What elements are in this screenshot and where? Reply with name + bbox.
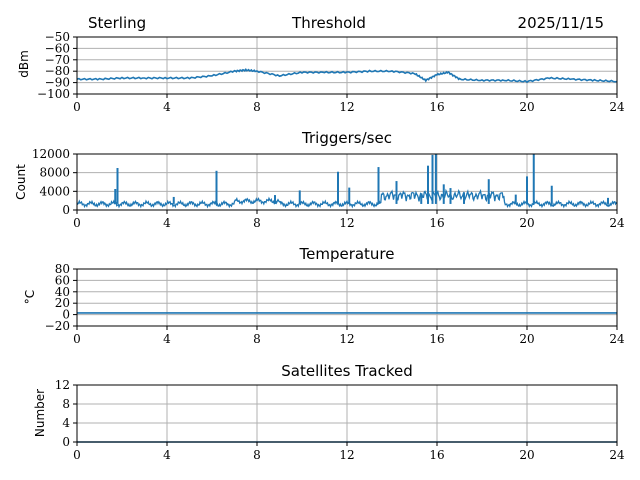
triggers-line xyxy=(76,188,618,209)
y-tick-label: 0 xyxy=(62,203,70,217)
x-tick-label: 0 xyxy=(73,100,81,114)
x-tick-label: 16 xyxy=(429,100,444,114)
x-tick-label: 0 xyxy=(73,448,81,462)
x-tick-label: 0 xyxy=(73,332,81,346)
x-tick-label: 24 xyxy=(609,216,625,230)
title-satellites: Satellites Tracked xyxy=(281,362,412,380)
x-tick-label: 12 xyxy=(339,448,354,462)
ylabel-triggers: Count xyxy=(14,164,28,200)
x-tick-label: 24 xyxy=(609,448,625,462)
y-tick-label: 0 xyxy=(62,435,70,449)
ylabel-temperature: °C xyxy=(23,290,37,304)
x-tick-label: 8 xyxy=(253,216,261,230)
x-tick-label: 20 xyxy=(519,216,534,230)
x-tick-label: 4 xyxy=(163,216,171,230)
y-tick-label: 20 xyxy=(55,296,70,310)
y-tick-label: −80 xyxy=(45,64,70,78)
grid-temperature xyxy=(76,268,618,327)
y-tick-label: −50 xyxy=(45,30,70,44)
panel-satellites: Satellites Tracked Number 0 4 8 12 16 20 24 12 8… xyxy=(33,362,625,462)
title-threshold: Threshold xyxy=(291,14,366,32)
ylabel-threshold: dBm xyxy=(17,50,31,78)
ticks-threshold: 0 4 8 12 16 20 24 −50−60−70−80−90−100 xyxy=(37,30,625,114)
ylabel-satellites: Number xyxy=(33,389,47,437)
y-tick-label: 40 xyxy=(55,285,70,299)
x-tick-label: 12 xyxy=(339,216,354,230)
station-label: Sterling xyxy=(88,14,146,32)
x-tick-label: 12 xyxy=(339,332,354,346)
x-tick-label: 16 xyxy=(429,216,444,230)
y-tick-label: 60 xyxy=(55,273,70,287)
y-tick-label: 8 xyxy=(62,397,70,411)
x-tick-label: 20 xyxy=(519,448,534,462)
panel-triggers: Triggers/sec Count 0 4 8 12 16 20 24 12000 8000 4… xyxy=(14,129,625,230)
x-tick-label: 16 xyxy=(429,332,444,346)
grid-threshold xyxy=(76,36,618,95)
threshold-line xyxy=(76,68,618,84)
x-tick-label: 12 xyxy=(339,100,354,114)
title-triggers: Triggers/sec xyxy=(301,129,392,147)
x-tick-label: 8 xyxy=(253,332,261,346)
x-tick-label: 24 xyxy=(609,100,625,114)
x-tick-label: 24 xyxy=(609,332,625,346)
y-tick-label: 80 xyxy=(55,262,70,276)
x-tick-label: 4 xyxy=(163,100,171,114)
y-tick-label: −20 xyxy=(45,319,70,333)
x-tick-label: 20 xyxy=(519,332,534,346)
y-tick-label: −100 xyxy=(37,87,70,101)
ticks-satellites: 0 4 8 12 16 20 24 12 8 4 0 xyxy=(55,378,625,462)
grid-satellites xyxy=(76,384,618,443)
y-tick-label: 0 xyxy=(62,308,70,322)
panel-threshold: Threshold dBm 0 4 8 12 16 20 24 −50−60−70−80−90… xyxy=(17,14,625,114)
ticks-triggers: 0 4 8 12 16 20 24 12000 8000 4000 0 xyxy=(32,147,625,230)
x-tick-label: 20 xyxy=(519,100,534,114)
y-tick-label: −70 xyxy=(45,53,70,67)
y-tick-label: 12 xyxy=(55,378,70,392)
y-tick-label: −90 xyxy=(45,76,70,90)
series-triggers xyxy=(76,154,618,209)
x-tick-label: 4 xyxy=(163,332,171,346)
y-tick-label: 4000 xyxy=(39,184,70,198)
x-tick-label: 4 xyxy=(163,448,171,462)
y-tick-label: −60 xyxy=(45,41,70,55)
date-label: 2025/11/15 xyxy=(518,14,604,32)
title-temperature: Temperature xyxy=(298,245,394,263)
x-tick-label: 8 xyxy=(253,448,261,462)
y-tick-label: 12000 xyxy=(32,147,70,161)
x-tick-label: 16 xyxy=(429,448,444,462)
x-tick-label: 0 xyxy=(73,216,81,230)
y-tick-label: 8000 xyxy=(39,166,70,180)
x-tick-label: 8 xyxy=(253,100,261,114)
y-tick-label: 4 xyxy=(62,416,70,430)
series-threshold xyxy=(76,68,618,84)
